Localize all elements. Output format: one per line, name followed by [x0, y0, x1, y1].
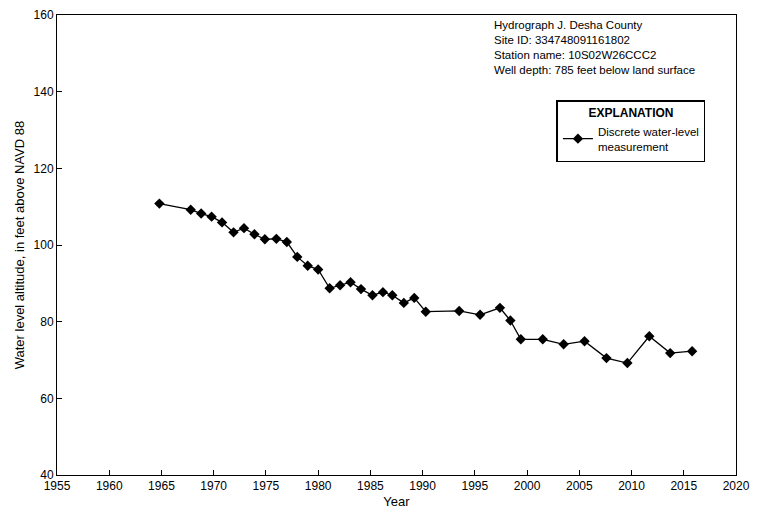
svg-text:1985: 1985	[357, 479, 384, 493]
svg-text:1990: 1990	[409, 479, 436, 493]
svg-text:1970: 1970	[200, 479, 227, 493]
svg-text:Water level altitude, in feet: Water level altitude, in feet above NAVD…	[12, 121, 27, 370]
svg-text:40: 40	[40, 468, 54, 482]
svg-text:80: 80	[40, 315, 54, 329]
svg-text:120: 120	[34, 162, 54, 176]
svg-text:2020: 2020	[723, 479, 750, 493]
svg-text:1995: 1995	[461, 479, 488, 493]
svg-text:2015: 2015	[670, 479, 697, 493]
svg-text:60: 60	[40, 392, 54, 406]
svg-text:1975: 1975	[253, 479, 280, 493]
svg-text:1965: 1965	[148, 479, 175, 493]
svg-text:2000: 2000	[514, 479, 541, 493]
svg-text:Year: Year	[383, 494, 410, 509]
svg-text:Discrete water-levelmeasuremen: Discrete water-levelmeasurement	[598, 126, 699, 153]
svg-text:1960: 1960	[96, 479, 123, 493]
svg-text:2010: 2010	[618, 479, 645, 493]
svg-text:1955: 1955	[44, 479, 71, 493]
svg-text:140: 140	[34, 85, 54, 99]
svg-text:EXPLANATION: EXPLANATION	[588, 106, 673, 120]
svg-text:1980: 1980	[305, 479, 332, 493]
svg-text:Hydrograph J. Desha CountySite: Hydrograph J. Desha CountySite ID: 33474…	[494, 19, 695, 76]
svg-text:2005: 2005	[566, 479, 593, 493]
svg-text:100: 100	[34, 238, 54, 252]
svg-text:160: 160	[34, 8, 54, 22]
